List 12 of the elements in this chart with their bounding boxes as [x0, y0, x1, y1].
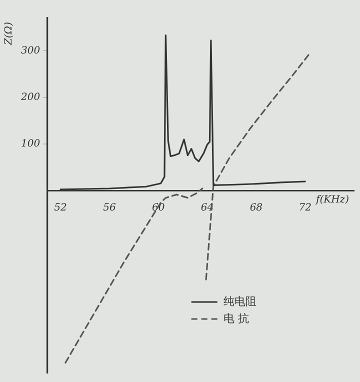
- legend-label: 电 抗: [223, 312, 249, 325]
- x-tick-label: 68: [250, 202, 263, 214]
- y-tick-label: 200: [20, 92, 41, 103]
- y-tick-label: 100: [20, 138, 41, 150]
- x-tick-label: 52: [54, 202, 67, 214]
- x-axis-title: f(KHz): [315, 194, 350, 206]
- legend-label: 纯电阻: [223, 294, 256, 308]
- x-tick-label: 72: [298, 202, 312, 214]
- x-tick-label: 60: [152, 202, 166, 214]
- y-axis-title: Z(Ω): [4, 22, 15, 46]
- x-tick-label: 56: [103, 202, 116, 214]
- y-tick-label: 300: [20, 45, 41, 56]
